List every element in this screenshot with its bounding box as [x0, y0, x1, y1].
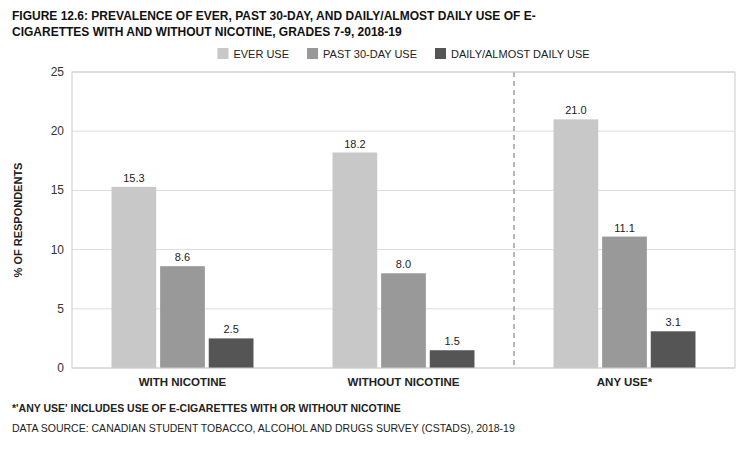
bar: [160, 266, 205, 368]
data-label: 3.1: [665, 316, 680, 328]
grid-line: [72, 190, 735, 191]
plot-frame: [72, 72, 735, 368]
legend-swatch: [307, 48, 318, 59]
legend-label: EVER USE: [233, 48, 289, 60]
bar: [333, 153, 378, 368]
bar: [112, 187, 157, 368]
title: FIGURE 12.6: PREVALENCE OF EVER, PAST 30…: [12, 9, 536, 23]
legend-label: DAILY/ALMOST DAILY USE: [451, 48, 590, 60]
bar: [602, 237, 647, 368]
legend-swatch: [217, 48, 228, 59]
bar: [430, 350, 475, 368]
data-label: 11.1: [614, 222, 635, 234]
bar: [209, 338, 254, 368]
y-tick-label: 25: [51, 65, 65, 79]
x-tick-label: ANY USE*: [597, 376, 653, 388]
x-tick-label: WITHOUT NICOTINE: [348, 376, 460, 388]
data-label: 2.5: [223, 323, 238, 335]
y-tick-label: 0: [57, 361, 64, 375]
data-label: 8.0: [396, 258, 411, 270]
bars: [112, 119, 696, 368]
footnote: DATA SOURCE: CANADIAN STUDENT TOBACCO, A…: [12, 422, 515, 434]
grid: [72, 72, 735, 368]
legend-swatch: [435, 48, 446, 59]
legend: EVER USE PAST 30-DAY USE DAILY/ALMOST DAIL…: [217, 48, 589, 60]
separator: [513, 72, 514, 368]
chart: FIGURE 12.6: PREVALENCE OF EVER, PAST 30…: [0, 0, 750, 463]
y-tick-label: 10: [51, 243, 65, 257]
footnote: *'ANY USE' INCLUDES USE OF E-CIGARETTES …: [12, 402, 401, 414]
data-label: 8.6: [175, 251, 190, 263]
data-label: 18.2: [344, 138, 365, 150]
y-tick-label: 5: [57, 302, 64, 316]
bar: [381, 273, 426, 368]
y-axis-label: % OF RESPONDENTS: [12, 163, 24, 278]
subtitle: CIGARETTES WITH AND WITHOUT NICOTINE, GR…: [12, 25, 402, 39]
background: [0, 0, 750, 463]
data-label: 1.5: [444, 335, 459, 347]
data-labels: 15.3 18.2 21.0 8.6 8.0 11.1 2.5 1.5 3.1: [123, 104, 681, 347]
grid-line: [72, 131, 735, 132]
bar: [554, 119, 599, 368]
x-tick-label: WITH NICOTINE: [139, 376, 227, 388]
data-label: 15.3: [123, 172, 144, 184]
y-tick-label: 15: [51, 183, 65, 197]
legend-label: PAST 30-DAY USE: [323, 48, 417, 60]
y-tick-label: 20: [51, 124, 65, 138]
bar: [651, 331, 696, 368]
data-label: 21.0: [565, 104, 586, 116]
